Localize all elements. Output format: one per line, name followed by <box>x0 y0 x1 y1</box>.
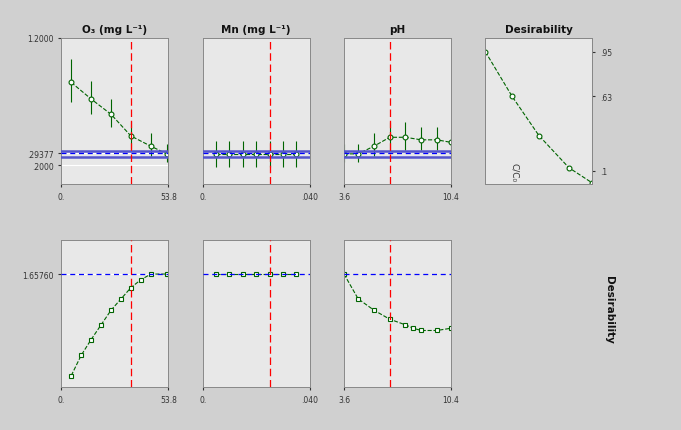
Title: pH: pH <box>390 25 406 35</box>
Text: C/C₀: C/C₀ <box>509 163 519 181</box>
Title: Desirability: Desirability <box>505 25 573 35</box>
Text: Desirability: Desirability <box>605 276 614 344</box>
Title: Mn (mg L⁻¹): Mn (mg L⁻¹) <box>221 25 291 35</box>
Title: O₃ (mg L⁻¹): O₃ (mg L⁻¹) <box>82 25 147 35</box>
